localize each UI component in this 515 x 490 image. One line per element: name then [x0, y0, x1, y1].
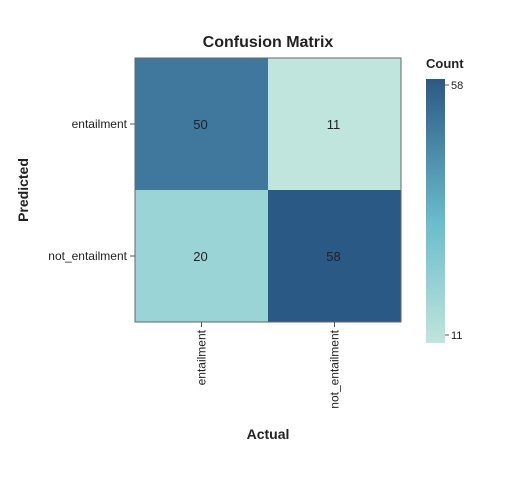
legend-title: Count — [426, 56, 464, 71]
heatmap-cell-not_entailment-not_entailment — [268, 190, 401, 322]
heatmap-cell-entailment-not_entailment — [268, 58, 401, 190]
cell-value-label: 50 — [193, 117, 207, 132]
x-axis-tick-label: not_entailment — [328, 329, 342, 408]
y-axis-tick-label: entailment — [72, 117, 128, 131]
cell-value-label: 58 — [326, 249, 340, 264]
legend-max-label: 58 — [451, 80, 463, 92]
heatmap-cells — [135, 58, 401, 322]
heatmap-cell-labels: 50 11 20 58 — [193, 117, 340, 264]
heatmap-cell-not_entailment-entailment — [135, 190, 268, 322]
y-axis-title: Predicted — [15, 158, 31, 222]
y-axis-tick-label: not_entailment — [48, 249, 127, 263]
heatmap-cell-entailment-entailment — [135, 58, 268, 190]
color-legend: Count 58 11 — [426, 56, 464, 343]
legend-min-label: 11 — [451, 330, 462, 342]
cell-value-label: 11 — [327, 117, 341, 132]
cell-value-label: 20 — [193, 249, 207, 264]
x-axis-title: Actual — [247, 426, 290, 442]
chart-title: Confusion Matrix — [203, 34, 334, 51]
y-axis-ticks: entailment not_entailment — [48, 117, 135, 263]
legend-color-bar — [426, 79, 445, 343]
x-axis-tick-label: entailment — [195, 329, 209, 385]
matrix-border — [134, 57, 402, 323]
x-axis-ticks: entailment not_entailment — [195, 322, 342, 409]
